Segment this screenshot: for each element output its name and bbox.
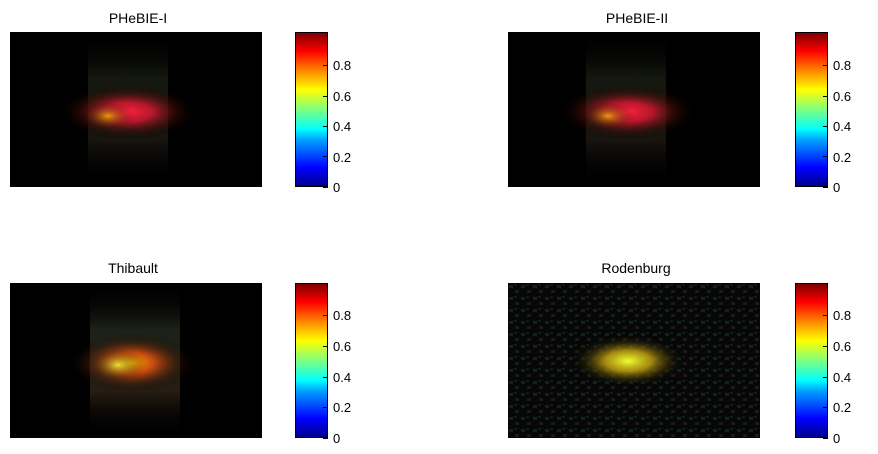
colorbar-tick-label: 0: [833, 431, 841, 446]
panel-title-rodenburg: Rodenburg: [601, 260, 671, 276]
panel-title-phebie-ii: PHeBIE-II: [605, 10, 669, 26]
phase-image-phebie-ii: [508, 32, 760, 187]
colorbar-tick: [823, 187, 828, 188]
colorbar-tick: [823, 96, 828, 97]
colorbar-tick-label: 0: [333, 431, 341, 446]
colorbar-tick-label: 0.2: [333, 150, 352, 165]
colorbar-rodenburg: [795, 283, 828, 438]
colorbar-tick: [823, 156, 828, 157]
colorbar-tick-label: 0.6: [333, 339, 352, 354]
colorbar-tick-label: 0.8: [833, 58, 852, 73]
colorbar-tick-label: 0.2: [333, 400, 352, 415]
colorbar-tick: [323, 346, 328, 347]
colorbar-tick-label: 0.2: [833, 400, 852, 415]
phase-image-thibault: [10, 283, 262, 438]
colorbar-tick-label: 0.4: [833, 370, 852, 385]
colorbar-tick: [823, 346, 828, 347]
colorbar-tick: [323, 407, 328, 408]
colorbar-tick-label: 0.6: [833, 89, 852, 104]
colorbar-tick-label: 0.6: [833, 339, 852, 354]
colorbar-tick: [323, 65, 328, 66]
colorbar-tick: [823, 65, 828, 66]
colorbar-tick-label: 0.8: [333, 308, 352, 323]
colorbar-tick: [323, 156, 328, 157]
colorbar-tick: [323, 96, 328, 97]
phase-image-phebie-i: [10, 32, 262, 187]
colorbar-tick: [823, 407, 828, 408]
colorbar-thibault: [295, 283, 328, 438]
colorbar-tick-label: 0.8: [333, 58, 352, 73]
colorbar-tick: [823, 438, 828, 439]
phase-image-rodenburg: [508, 283, 760, 438]
colorbar-tick: [823, 315, 828, 316]
colorbar-tick-label: 0.2: [833, 150, 852, 165]
panel-title-thibault: Thibault: [108, 260, 158, 276]
colorbar-tick: [323, 438, 328, 439]
colorbar-tick-label: 0.4: [833, 119, 852, 134]
colorbar-tick: [323, 126, 328, 127]
panel-title-phebie-i: PHeBIE-I: [108, 10, 168, 26]
colorbar-tick-label: 0.6: [333, 89, 352, 104]
colorbar-tick: [823, 377, 828, 378]
colorbar-tick: [823, 126, 828, 127]
colorbar-tick: [323, 377, 328, 378]
colorbar-tick-label: 0: [833, 180, 841, 195]
colorbar-tick-label: 0.8: [833, 308, 852, 323]
colorbar-phebie-i: [295, 32, 328, 187]
colorbar-tick: [323, 187, 328, 188]
colorbar-tick-label: 0.4: [333, 370, 352, 385]
colorbar-tick-label: 0.4: [333, 119, 352, 134]
colorbar-phebie-ii: [795, 32, 828, 187]
colorbar-tick-label: 0: [333, 180, 341, 195]
colorbar-tick: [323, 315, 328, 316]
